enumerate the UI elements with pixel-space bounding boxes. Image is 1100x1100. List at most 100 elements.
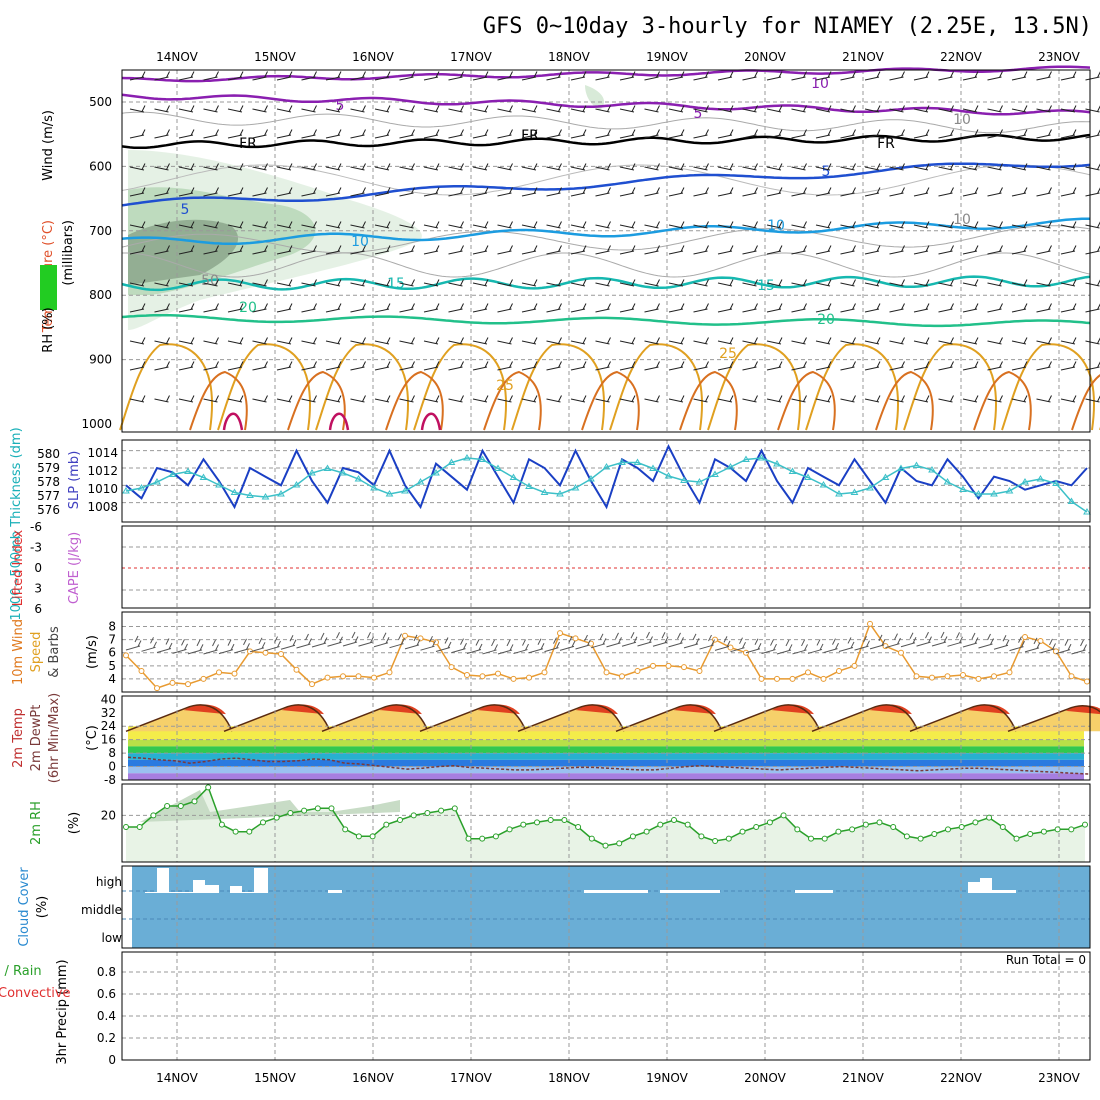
temp-hump-peak	[282, 704, 324, 715]
wind-barb	[301, 245, 317, 255]
wind-barb	[1011, 163, 1028, 171]
wind-barb	[1011, 105, 1028, 113]
rh-point	[383, 821, 390, 828]
wind-barb	[350, 245, 366, 255]
date-label-bottom: 22NOV	[940, 1071, 982, 1085]
wind-barb	[423, 71, 440, 81]
thickness-point	[292, 481, 301, 488]
thickness-point	[571, 484, 580, 491]
wind-barb	[595, 361, 611, 371]
wind-barb	[717, 187, 734, 197]
wind-barb	[497, 105, 513, 113]
wind-barb	[350, 279, 366, 287]
high-cloud-bar	[795, 890, 833, 893]
wind-barb	[374, 361, 391, 371]
rh-point	[972, 819, 979, 826]
wind-barb	[423, 163, 440, 171]
wind-barb	[791, 279, 807, 287]
thickness-point	[525, 482, 533, 489]
wind-barb	[423, 187, 440, 197]
wind-barb	[1011, 303, 1028, 313]
lifted-index-label: Lifted Index	[11, 529, 26, 606]
wind-barb	[570, 105, 587, 113]
wind-barb	[252, 303, 268, 313]
wind-barb	[889, 129, 905, 139]
wind-barb	[864, 303, 881, 313]
thickness-point	[773, 460, 781, 467]
wind-barb	[619, 187, 636, 197]
wind-speed-point	[572, 635, 579, 642]
wind-barb	[423, 245, 440, 255]
wind-barb	[766, 105, 783, 113]
rh-point	[698, 833, 705, 840]
wind-barb	[815, 163, 832, 171]
high-cloud-bar	[254, 868, 268, 893]
wind-speed-point	[557, 630, 563, 637]
wind-barb	[154, 395, 170, 403]
wind-barb	[448, 71, 464, 81]
surface-wind-barb	[280, 635, 297, 650]
date-label-bottom: 23NOV	[1038, 1071, 1080, 1085]
surface-wind-barb	[575, 634, 591, 650]
wind-barb	[840, 71, 856, 81]
rh-point	[301, 807, 308, 814]
wind-speed-point	[696, 668, 703, 675]
wind-barb	[497, 395, 513, 403]
thickness-point	[494, 464, 502, 471]
wind-barb	[546, 129, 562, 139]
surface-wind-barb	[761, 639, 777, 655]
wind-barb	[815, 245, 832, 255]
rh-point	[958, 824, 965, 830]
wind-barb	[1060, 337, 1077, 345]
wind-barb	[717, 221, 734, 229]
surface-wind-barb	[931, 631, 948, 647]
rh-point	[177, 803, 184, 809]
wind-barb	[938, 221, 954, 229]
temp-unit-label: (°C)	[85, 725, 100, 751]
wind-barb	[668, 245, 685, 255]
wind-speed-point	[278, 651, 284, 658]
surface-wind-barb	[714, 636, 731, 651]
slp-series	[125, 443, 1088, 510]
wind-barb	[595, 221, 611, 229]
wind-barb	[276, 245, 293, 255]
wind-barb	[252, 71, 268, 81]
wind-barb	[521, 395, 538, 403]
wind-barb	[1036, 129, 1052, 139]
wind-barb	[595, 129, 611, 139]
surface-wind-barb	[358, 631, 374, 647]
rh-axis-box	[40, 265, 57, 310]
wind-barb	[815, 187, 832, 197]
rh-point	[903, 833, 910, 840]
wind-barb	[423, 279, 440, 287]
precip-tick: 0.6	[97, 987, 116, 1001]
wind-barb	[791, 245, 807, 255]
wind-tick: 4	[108, 672, 116, 686]
surface-wind-barb	[962, 632, 979, 648]
wind-barb	[227, 361, 244, 371]
wind-speed-point	[1037, 637, 1044, 644]
thickness-point	[1083, 508, 1091, 515]
rh-point	[520, 821, 527, 828]
li-left-label: Lifted Index	[11, 529, 26, 606]
wind-speed-point	[386, 669, 393, 676]
rh-point	[862, 821, 869, 828]
wind-speed-point	[929, 674, 935, 681]
surface-wind-barb	[699, 634, 715, 650]
wind-barb	[766, 71, 783, 81]
wind-barb	[987, 361, 1003, 371]
wind-barb	[987, 187, 1003, 197]
wind-barb	[301, 303, 317, 313]
wind-barb	[1036, 221, 1052, 229]
contour-label: 5	[822, 164, 831, 180]
wind-barb	[619, 245, 636, 255]
thickness-point	[587, 475, 595, 482]
wind-barb	[325, 361, 342, 371]
rh-point	[835, 828, 842, 835]
wind-speed-point	[433, 639, 439, 646]
wind-barb	[399, 395, 415, 403]
chart-title: GFS 0~10day 3-hourly for NIAMEY (2.25E, …	[483, 14, 1092, 39]
wind-barb	[693, 361, 709, 371]
wind-barb	[1085, 279, 1100, 287]
temp-hump-peak	[184, 704, 226, 715]
